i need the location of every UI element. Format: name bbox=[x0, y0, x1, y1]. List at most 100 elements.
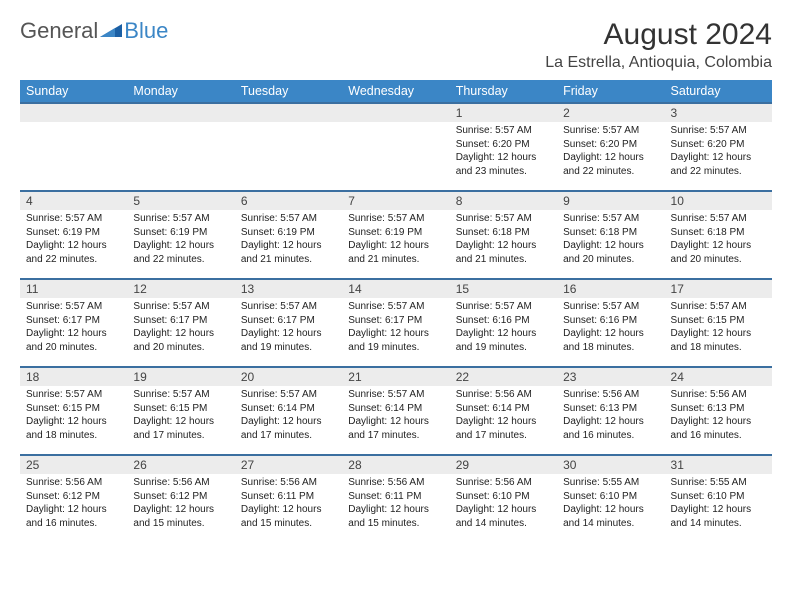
day-number: 27 bbox=[235, 456, 342, 474]
daylight-text: Daylight: 12 hours and 22 minutes. bbox=[671, 151, 766, 178]
sunrise-text: Sunrise: 5:57 AM bbox=[241, 388, 336, 402]
sunrise-text: Sunrise: 5:57 AM bbox=[671, 212, 766, 226]
day-details: Sunrise: 5:57 AMSunset: 6:16 PMDaylight:… bbox=[557, 298, 664, 358]
sunset-text: Sunset: 6:15 PM bbox=[671, 314, 766, 328]
sunrise-text: Sunrise: 5:57 AM bbox=[563, 124, 658, 138]
calendar-cell: 1Sunrise: 5:57 AMSunset: 6:20 PMDaylight… bbox=[450, 102, 557, 190]
calendar-cell bbox=[20, 102, 127, 190]
sunrise-text: Sunrise: 5:57 AM bbox=[241, 212, 336, 226]
daylight-text: Daylight: 12 hours and 19 minutes. bbox=[348, 327, 443, 354]
calendar-cell: 8Sunrise: 5:57 AMSunset: 6:18 PMDaylight… bbox=[450, 190, 557, 278]
calendar-cell: 7Sunrise: 5:57 AMSunset: 6:19 PMDaylight… bbox=[342, 190, 449, 278]
day-number: 16 bbox=[557, 280, 664, 298]
sunset-text: Sunset: 6:13 PM bbox=[563, 402, 658, 416]
day-details: Sunrise: 5:56 AMSunset: 6:12 PMDaylight:… bbox=[127, 474, 234, 534]
day-number: 26 bbox=[127, 456, 234, 474]
calendar-cell: 20Sunrise: 5:57 AMSunset: 6:14 PMDayligh… bbox=[235, 366, 342, 454]
daylight-text: Daylight: 12 hours and 18 minutes. bbox=[563, 327, 658, 354]
day-header-row: Sunday Monday Tuesday Wednesday Thursday… bbox=[20, 80, 772, 102]
day-header: Tuesday bbox=[235, 80, 342, 102]
daylight-text: Daylight: 12 hours and 21 minutes. bbox=[348, 239, 443, 266]
calendar-cell: 29Sunrise: 5:56 AMSunset: 6:10 PMDayligh… bbox=[450, 454, 557, 542]
daylight-text: Daylight: 12 hours and 17 minutes. bbox=[241, 415, 336, 442]
day-number: 31 bbox=[665, 456, 772, 474]
month-title: August 2024 bbox=[545, 18, 772, 52]
day-details: Sunrise: 5:57 AMSunset: 6:15 PMDaylight:… bbox=[665, 298, 772, 358]
day-header: Saturday bbox=[665, 80, 772, 102]
logo-text-general: General bbox=[20, 18, 98, 44]
day-details: Sunrise: 5:57 AMSunset: 6:19 PMDaylight:… bbox=[20, 210, 127, 270]
day-number: 21 bbox=[342, 368, 449, 386]
day-details: Sunrise: 5:55 AMSunset: 6:10 PMDaylight:… bbox=[665, 474, 772, 534]
daylight-text: Daylight: 12 hours and 20 minutes. bbox=[671, 239, 766, 266]
calendar-cell: 13Sunrise: 5:57 AMSunset: 6:17 PMDayligh… bbox=[235, 278, 342, 366]
day-details: Sunrise: 5:57 AMSunset: 6:19 PMDaylight:… bbox=[235, 210, 342, 270]
daylight-text: Daylight: 12 hours and 20 minutes. bbox=[133, 327, 228, 354]
logo: General Blue bbox=[20, 18, 168, 44]
sunset-text: Sunset: 6:19 PM bbox=[241, 226, 336, 240]
day-number: 14 bbox=[342, 280, 449, 298]
sunset-text: Sunset: 6:20 PM bbox=[456, 138, 551, 152]
sunrise-text: Sunrise: 5:57 AM bbox=[563, 212, 658, 226]
sunset-text: Sunset: 6:16 PM bbox=[456, 314, 551, 328]
daylight-text: Daylight: 12 hours and 19 minutes. bbox=[456, 327, 551, 354]
day-number: 12 bbox=[127, 280, 234, 298]
day-number: 22 bbox=[450, 368, 557, 386]
day-number: 17 bbox=[665, 280, 772, 298]
day-number: 18 bbox=[20, 368, 127, 386]
sunrise-text: Sunrise: 5:57 AM bbox=[456, 300, 551, 314]
day-details: Sunrise: 5:57 AMSunset: 6:18 PMDaylight:… bbox=[665, 210, 772, 270]
day-number: 30 bbox=[557, 456, 664, 474]
sunrise-text: Sunrise: 5:57 AM bbox=[348, 300, 443, 314]
day-header: Monday bbox=[127, 80, 234, 102]
day-number: 28 bbox=[342, 456, 449, 474]
calendar-week-row: 25Sunrise: 5:56 AMSunset: 6:12 PMDayligh… bbox=[20, 454, 772, 542]
calendar-cell bbox=[342, 102, 449, 190]
day-details: Sunrise: 5:57 AMSunset: 6:20 PMDaylight:… bbox=[557, 122, 664, 182]
day-details: Sunrise: 5:57 AMSunset: 6:18 PMDaylight:… bbox=[450, 210, 557, 270]
daylight-text: Daylight: 12 hours and 22 minutes. bbox=[563, 151, 658, 178]
day-number: 19 bbox=[127, 368, 234, 386]
sunrise-text: Sunrise: 5:56 AM bbox=[563, 388, 658, 402]
calendar-cell: 16Sunrise: 5:57 AMSunset: 6:16 PMDayligh… bbox=[557, 278, 664, 366]
sunset-text: Sunset: 6:10 PM bbox=[671, 490, 766, 504]
day-header: Friday bbox=[557, 80, 664, 102]
day-details: Sunrise: 5:57 AMSunset: 6:17 PMDaylight:… bbox=[235, 298, 342, 358]
day-details: Sunrise: 5:57 AMSunset: 6:15 PMDaylight:… bbox=[127, 386, 234, 446]
calendar-cell: 30Sunrise: 5:55 AMSunset: 6:10 PMDayligh… bbox=[557, 454, 664, 542]
daylight-text: Daylight: 12 hours and 22 minutes. bbox=[26, 239, 121, 266]
day-number: 5 bbox=[127, 192, 234, 210]
sunrise-text: Sunrise: 5:56 AM bbox=[133, 476, 228, 490]
sunset-text: Sunset: 6:20 PM bbox=[563, 138, 658, 152]
sunrise-text: Sunrise: 5:57 AM bbox=[133, 300, 228, 314]
sunrise-text: Sunrise: 5:55 AM bbox=[563, 476, 658, 490]
calendar-cell: 5Sunrise: 5:57 AMSunset: 6:19 PMDaylight… bbox=[127, 190, 234, 278]
daylight-text: Daylight: 12 hours and 16 minutes. bbox=[563, 415, 658, 442]
day-details: Sunrise: 5:57 AMSunset: 6:14 PMDaylight:… bbox=[235, 386, 342, 446]
logo-text-blue: Blue bbox=[124, 18, 168, 44]
day-details: Sunrise: 5:57 AMSunset: 6:15 PMDaylight:… bbox=[20, 386, 127, 446]
day-number: 8 bbox=[450, 192, 557, 210]
day-details: Sunrise: 5:57 AMSunset: 6:18 PMDaylight:… bbox=[557, 210, 664, 270]
sunrise-text: Sunrise: 5:56 AM bbox=[456, 388, 551, 402]
page-header: General Blue August 2024 La Estrella, An… bbox=[20, 18, 772, 72]
sunset-text: Sunset: 6:19 PM bbox=[348, 226, 443, 240]
calendar-week-row: 11 Sunrise: 5:57 AMSunset: 6:17 PMDayligh… bbox=[20, 278, 772, 366]
calendar-cell: 22Sunrise: 5:56 AMSunset: 6:14 PMDayligh… bbox=[450, 366, 557, 454]
calendar-cell: 10Sunrise: 5:57 AMSunset: 6:18 PMDayligh… bbox=[665, 190, 772, 278]
daylight-text: Daylight: 12 hours and 15 minutes. bbox=[348, 503, 443, 530]
day-details: Sunrise: 5:56 AMSunset: 6:14 PMDaylight:… bbox=[450, 386, 557, 446]
day-number: 11 bbox=[20, 280, 127, 298]
calendar-cell: 27Sunrise: 5:56 AMSunset: 6:11 PMDayligh… bbox=[235, 454, 342, 542]
calendar-cell: 9Sunrise: 5:57 AMSunset: 6:18 PMDaylight… bbox=[557, 190, 664, 278]
sunset-text: Sunset: 6:19 PM bbox=[133, 226, 228, 240]
sunset-text: Sunset: 6:13 PM bbox=[671, 402, 766, 416]
sunset-text: Sunset: 6:11 PM bbox=[348, 490, 443, 504]
sunset-text: Sunset: 6:11 PM bbox=[241, 490, 336, 504]
day-details: Sunrise: 5:57 AMSunset: 6:16 PMDaylight:… bbox=[450, 298, 557, 358]
day-details: Sunrise: 5:57 AMSunset: 6:14 PMDaylight:… bbox=[342, 386, 449, 446]
calendar-week-row: 18Sunrise: 5:57 AMSunset: 6:15 PMDayligh… bbox=[20, 366, 772, 454]
sunrise-text: Sunrise: 5:57 AM bbox=[563, 300, 658, 314]
day-details: Sunrise: 5:57 AMSunset: 6:20 PMDaylight:… bbox=[665, 122, 772, 182]
day-details: Sunrise: 5:56 AMSunset: 6:12 PMDaylight:… bbox=[20, 474, 127, 534]
